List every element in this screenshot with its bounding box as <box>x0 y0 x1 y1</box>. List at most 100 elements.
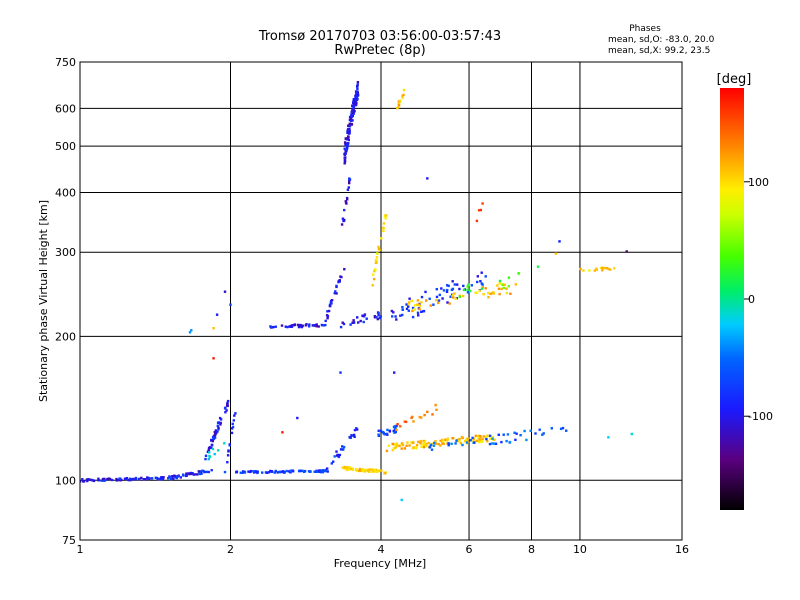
data-point <box>410 416 413 420</box>
data-point <box>370 468 373 471</box>
data-point <box>353 428 357 432</box>
data-point <box>356 316 359 319</box>
data-point <box>272 325 275 329</box>
data-point <box>479 208 482 212</box>
data-point <box>226 454 230 457</box>
data-point <box>362 320 365 324</box>
data-point <box>437 301 440 305</box>
data-point <box>352 100 355 103</box>
data-point <box>429 304 432 307</box>
data-point <box>353 102 356 105</box>
data-point <box>501 283 504 286</box>
data-point <box>435 288 438 291</box>
x-axis-ticks: 1 2 4 6 8 10 16 <box>77 543 690 556</box>
data-point <box>352 321 356 324</box>
data-point <box>425 443 428 446</box>
data-point <box>362 315 366 318</box>
data-point <box>343 160 347 164</box>
x-tick-label: 2 <box>227 543 234 556</box>
data-point <box>368 468 371 471</box>
data-point <box>344 137 347 140</box>
data-point <box>155 476 159 480</box>
data-point <box>88 478 91 481</box>
data-point <box>270 326 274 329</box>
data-point <box>125 477 129 480</box>
data-point <box>197 470 200 473</box>
data-point <box>327 309 331 313</box>
data-point <box>318 470 322 473</box>
data-point <box>406 441 409 444</box>
data-point <box>278 470 281 474</box>
data-point <box>412 420 415 423</box>
data-point <box>351 119 354 122</box>
data-point <box>348 116 352 119</box>
data-point <box>445 290 449 293</box>
data-point <box>435 299 438 302</box>
data-point <box>474 434 478 438</box>
data-point <box>349 117 353 120</box>
data-point <box>438 293 441 297</box>
data-point <box>507 276 511 279</box>
data-point <box>343 268 346 271</box>
data-point <box>613 267 616 270</box>
data-point <box>380 237 383 240</box>
data-point <box>559 427 563 430</box>
data-point <box>392 425 396 429</box>
data-point <box>355 101 358 104</box>
data-point <box>505 439 508 443</box>
data-point <box>335 450 338 453</box>
data-point <box>394 430 397 434</box>
data-point <box>446 284 449 287</box>
data-point <box>431 413 434 416</box>
data-point <box>330 299 334 302</box>
data-point <box>350 113 353 116</box>
x-tick-label: 4 <box>378 543 385 556</box>
data-point <box>508 440 512 444</box>
data-point <box>158 477 161 481</box>
data-point <box>500 287 503 291</box>
data-point <box>346 138 350 141</box>
data-point <box>398 99 402 103</box>
data-points <box>80 81 633 502</box>
data-point <box>341 445 344 448</box>
data-point <box>416 303 419 306</box>
data-point <box>342 445 346 449</box>
data-point <box>399 425 402 428</box>
y-tick-label: 750 <box>55 56 76 69</box>
data-point <box>134 477 138 481</box>
data-point <box>395 318 398 321</box>
data-point <box>442 440 445 444</box>
data-point <box>97 479 100 482</box>
data-point <box>354 468 358 471</box>
chart-subtitle: RwPretec (8p) <box>334 43 425 58</box>
data-point <box>200 472 203 475</box>
data-point <box>558 240 561 243</box>
data-point <box>419 439 423 443</box>
data-point <box>207 448 211 451</box>
data-point <box>458 287 461 291</box>
data-point <box>288 325 291 328</box>
data-point <box>344 201 348 204</box>
data-point <box>269 325 272 328</box>
data-point <box>459 442 463 445</box>
data-point <box>450 442 453 445</box>
data-point <box>373 269 376 273</box>
data-point <box>140 476 143 480</box>
data-point <box>485 437 488 441</box>
data-point <box>401 442 404 445</box>
data-point <box>514 438 517 441</box>
data-point <box>210 439 213 442</box>
data-point <box>439 439 442 443</box>
data-point <box>147 476 151 480</box>
data-point <box>154 476 157 479</box>
data-point <box>346 188 350 191</box>
data-point <box>442 289 446 292</box>
stats-x-mode: mean, sd,X: 99.2, 23.5 <box>608 46 710 56</box>
data-point <box>110 478 114 482</box>
data-point <box>384 217 387 220</box>
data-point <box>538 428 541 431</box>
data-point <box>428 297 431 300</box>
data-point <box>173 474 176 477</box>
data-point <box>429 443 433 447</box>
data-point <box>346 143 349 147</box>
